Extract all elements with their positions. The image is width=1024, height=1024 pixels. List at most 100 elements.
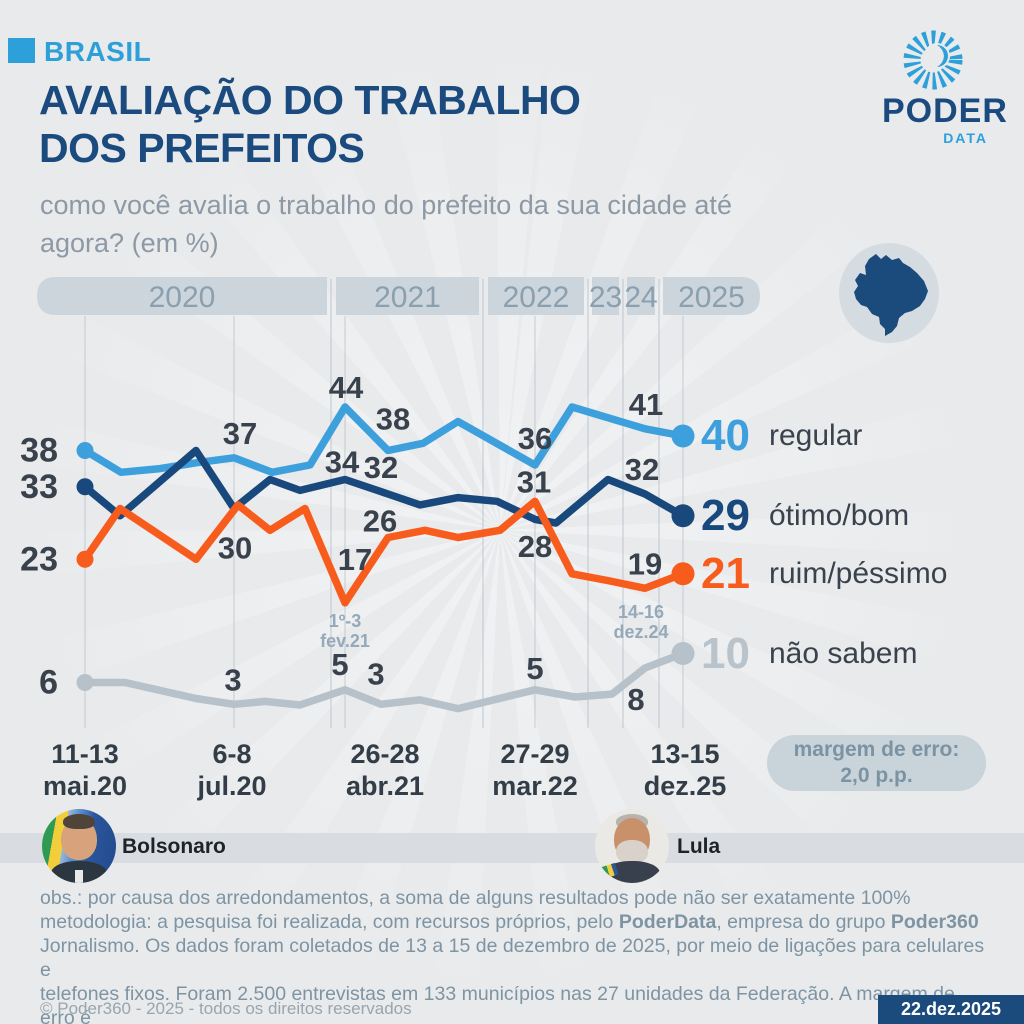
legend-label-nao_sabem: não sabem — [769, 636, 918, 670]
legend-value-ruim_pessimo: 21 — [701, 548, 750, 598]
x-tick-label: 27-29 — [500, 739, 569, 769]
bolsonaro-avatar — [42, 809, 116, 883]
bolsonaro-hair — [63, 814, 95, 829]
year-band-label: 2021 — [374, 281, 441, 314]
methodology-note-line: metodologia: a pesquisa foi realizada, c… — [40, 910, 990, 934]
brazil-map-badge — [838, 242, 940, 349]
legend-value-nao_sabem: 10 — [701, 628, 750, 678]
margin-of-error-value: 2,0 p.p. — [840, 764, 913, 787]
value-label-nao_sabem: 3 — [367, 656, 384, 691]
value-label-otimo_bom: 32 — [625, 452, 659, 487]
value-label-regular: 36 — [518, 421, 552, 456]
wave-date-annotation: 1º-3 — [329, 611, 362, 631]
note-text: obs.: por causa dos arredondamentos, a s… — [40, 887, 911, 909]
year-band-label: 2020 — [149, 281, 216, 314]
logo-subword: DATA — [943, 130, 988, 146]
note-bold-text: PoderData — [618, 911, 717, 933]
page-title-line1: AVALIAÇÃO DO TRABALHO — [39, 77, 581, 123]
value-label-ruim_pessimo: 19 — [628, 546, 662, 581]
legend-label-ruim_pessimo: ruim/péssimo — [769, 556, 948, 590]
legend-value-otimo_bom: 29 — [701, 490, 750, 540]
value-label-nao_sabem: 6 — [39, 664, 58, 702]
page-title-line2: DOS PREFEITOS — [39, 125, 365, 171]
bolsonaro-shirt — [75, 870, 83, 883]
year-band-label: 24 — [624, 281, 657, 314]
value-label-regular: 44 — [329, 370, 364, 405]
note-text: Jornalismo. Os dados foram coletados de … — [40, 935, 985, 981]
lula-beard — [616, 840, 648, 864]
value-label-ruim_pessimo: 17 — [338, 542, 372, 577]
bolsonaro-name: Bolsonaro — [122, 835, 226, 858]
presidents-strip — [0, 833, 1024, 863]
poderdata-logo: PODER DATA — [880, 26, 1010, 156]
series-start-dot-otimo_bom — [76, 478, 94, 496]
x-tick-label: jul.20 — [196, 771, 266, 801]
legend-label-otimo_bom: ótimo/bom — [769, 498, 910, 532]
series-start-dot-nao_sabem — [76, 674, 94, 691]
note-text: metodologia: a pesquisa foi realizada, c… — [40, 911, 619, 933]
series-end-dot-ruim_pessimo — [671, 562, 695, 586]
series-start-dot-regular — [76, 442, 94, 459]
x-tick-label: dez.25 — [644, 771, 727, 801]
year-band — [663, 277, 760, 315]
year-band-label: 2022 — [503, 281, 570, 314]
methodology-note-line: telefones fixos. Foram 2.500 entrevistas… — [40, 982, 990, 1024]
survey-question: como você avalia o trabalho do prefeito … — [40, 186, 732, 262]
series-end-dot-nao_sabem — [671, 642, 695, 665]
year-band — [336, 277, 479, 315]
lula-name: Lula — [677, 835, 721, 858]
year-band — [37, 277, 327, 315]
value-label-ruim_pessimo: 26 — [363, 504, 397, 539]
x-tick-label: abr.21 — [346, 771, 424, 801]
series-start-dot-ruim_pessimo — [76, 550, 94, 568]
lula-suit — [604, 861, 660, 883]
page-title: AVALIAÇÃO DO TRABALHO DOS PREFEITOS — [39, 76, 581, 172]
date-badge: 22.dez.2025 — [878, 995, 1024, 1024]
value-label-nao_sabem: 5 — [331, 647, 348, 682]
logo-word: PODER — [882, 92, 1008, 130]
survey-question-line1: como você avalia o trabalho do prefeito … — [40, 190, 732, 220]
series-line-ruim_pessimo — [81, 497, 687, 607]
value-label-nao_sabem: 8 — [627, 682, 644, 717]
x-tick-label: 26-28 — [350, 739, 419, 769]
value-label-nao_sabem: 3 — [224, 662, 241, 697]
brazil-map-icon — [839, 243, 939, 343]
value-label-otimo_bom: 34 — [325, 445, 360, 480]
note-text: , empresa do grupo — [716, 911, 891, 933]
value-label-nao_sabem: 5 — [526, 651, 543, 686]
value-label-regular: 41 — [629, 387, 663, 422]
year-band-label: 23 — [589, 281, 622, 314]
year-band — [488, 277, 584, 315]
value-label-otimo_bom: 30 — [218, 531, 252, 566]
wave-date-annotation: 14-16 — [618, 602, 664, 622]
kicker-square-icon — [8, 38, 35, 63]
value-label-regular: 38 — [376, 402, 410, 437]
x-tick-label: 6-8 — [212, 739, 251, 769]
copyright-text: © Poder360 - 2025 - todos os direitos re… — [40, 999, 412, 1018]
margin-of-error-pill: margem de erro: 2,0 p.p. — [767, 735, 986, 791]
lula-avatar — [595, 809, 669, 883]
note-bold-text: Poder360 — [890, 911, 979, 933]
methodology-note-line: obs.: por causa dos arredondamentos, a s… — [40, 886, 990, 910]
legend-value-regular: 40 — [701, 411, 750, 460]
legend-row-ruim_pessimo: 21 ruim/péssimo — [701, 546, 947, 602]
kicker: BRASIL — [44, 36, 152, 67]
methodology-notes: obs.: por causa dos arredondamentos, a s… — [40, 886, 990, 1024]
methodology-note-line: Jornalismo. Os dados foram coletados de … — [40, 934, 990, 982]
x-tick-label: mar.22 — [492, 771, 578, 801]
wave-date-annotation: dez.24 — [613, 622, 668, 642]
x-tick-label: mai.20 — [43, 771, 127, 801]
legend-row-regular: 40 regular — [701, 408, 862, 464]
year-band-label: 2025 — [678, 281, 745, 314]
legend-label-regular: regular — [769, 419, 863, 452]
x-tick-label: 11-13 — [51, 739, 119, 769]
legend-row-otimo_bom: 29 ótimo/bom — [701, 488, 909, 544]
value-label-regular: 38 — [20, 432, 58, 470]
value-label-regular: 37 — [223, 416, 257, 451]
sunburst-logo-icon — [903, 30, 963, 90]
survey-question-line2: agora? (em %) — [40, 228, 219, 258]
legend-row-nao_sabem: 10 não sabem — [701, 626, 917, 682]
value-label-otimo_bom: 33 — [20, 468, 58, 506]
